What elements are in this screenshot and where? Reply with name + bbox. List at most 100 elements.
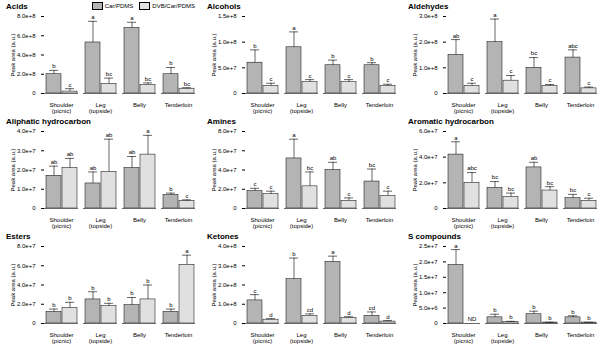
svg-text:4.0e+7: 4.0e+7	[17, 282, 36, 288]
svg-text:b: b	[331, 53, 335, 59]
svg-text:b: b	[509, 314, 513, 320]
svg-text:2.0e+8: 2.0e+8	[419, 39, 438, 45]
svg-text:6.0e+7: 6.0e+7	[17, 263, 36, 269]
svg-text:a: a	[292, 25, 296, 31]
svg-text:cd: cd	[307, 307, 313, 313]
svg-text:Peak area (a.u.): Peak area (a.u.)	[211, 33, 217, 76]
svg-text:4.0e+8: 4.0e+8	[218, 243, 237, 249]
svg-text:bc: bc	[145, 76, 151, 82]
svg-text:bc: bc	[531, 50, 537, 56]
svg-text:abc: abc	[568, 43, 578, 49]
svg-text:1.5e+8: 1.5e+8	[218, 13, 237, 19]
svg-text:2.0e+7: 2.0e+7	[419, 180, 438, 186]
svg-text:ab: ab	[453, 33, 460, 39]
svg-text:Tenderloin: Tenderloin	[366, 332, 394, 338]
svg-text:Tenderloin: Tenderloin	[567, 102, 595, 108]
svg-text:b: b	[68, 295, 72, 301]
svg-text:b: b	[493, 307, 497, 313]
svg-text:c: c	[254, 288, 257, 294]
svg-text:a: a	[185, 248, 189, 254]
svg-text:b: b	[370, 56, 374, 62]
svg-text:d: d	[386, 314, 389, 320]
svg-text:c: c	[348, 73, 351, 79]
svg-text:ab: ab	[67, 151, 74, 157]
svg-text:b: b	[169, 186, 173, 192]
svg-text:Belly: Belly	[133, 102, 146, 108]
svg-text:6.0e+8: 6.0e+8	[17, 33, 36, 39]
svg-text:ab: ab	[90, 165, 97, 171]
svg-text:1.0e+8: 1.0e+8	[218, 39, 237, 45]
svg-text:a: a	[91, 14, 95, 20]
svg-text:4.0e+7: 4.0e+7	[419, 154, 438, 160]
svg-text:b: b	[292, 251, 296, 257]
svg-text:c: c	[270, 76, 273, 82]
svg-text:8.0e+8: 8.0e+8	[17, 13, 36, 19]
svg-text:Peak area (a.u.): Peak area (a.u.)	[211, 263, 217, 306]
svg-text:Peak area (a.u.): Peak area (a.u.)	[10, 33, 16, 76]
svg-text:b: b	[253, 43, 257, 49]
svg-text:Belly: Belly	[535, 102, 548, 108]
svg-text:Leg(topside): Leg(topside)	[290, 217, 313, 229]
svg-text:Tenderloin: Tenderloin	[165, 102, 193, 108]
svg-text:Shoulder(picnic): Shoulder(picnic)	[49, 217, 73, 229]
svg-text:ab: ab	[129, 149, 136, 155]
svg-text:Belly: Belly	[334, 102, 347, 108]
svg-text:4.0e+7: 4.0e+7	[17, 128, 36, 134]
svg-text:2.0e+8: 2.0e+8	[17, 71, 36, 77]
svg-text:5.0e+6: 5.0e+6	[419, 305, 438, 311]
svg-text:Shoulder(picnic): Shoulder(picnic)	[250, 332, 274, 344]
svg-text:ab: ab	[51, 159, 58, 165]
svg-text:5.0e+7: 5.0e+7	[218, 65, 237, 71]
svg-text:0: 0	[233, 320, 237, 326]
svg-text:0: 0	[233, 205, 237, 211]
svg-text:Shoulder(picnic): Shoulder(picnic)	[49, 332, 73, 344]
svg-text:Peak area (a.u.): Peak area (a.u.)	[10, 148, 16, 191]
svg-text:3.0e+7: 3.0e+7	[17, 148, 36, 154]
svg-text:b: b	[587, 315, 591, 321]
svg-text:c: c	[588, 191, 591, 197]
svg-text:3.0e+8: 3.0e+8	[419, 13, 438, 19]
svg-text:Tenderloin: Tenderloin	[165, 217, 193, 223]
svg-text:0: 0	[32, 90, 36, 96]
svg-text:4.0e+8: 4.0e+8	[17, 52, 36, 58]
svg-text:b: b	[169, 302, 173, 308]
svg-text:Belly: Belly	[334, 217, 347, 223]
svg-text:bc: bc	[508, 186, 514, 192]
svg-text:2.0e+8: 2.0e+8	[218, 282, 237, 288]
svg-text:Peak area (a.u.): Peak area (a.u.)	[211, 148, 217, 191]
svg-text:ab: ab	[106, 132, 113, 138]
svg-text:c: c	[309, 73, 312, 79]
svg-text:c: c	[348, 191, 351, 197]
svg-text:a: a	[292, 132, 296, 138]
svg-text:1.0e+7: 1.0e+7	[419, 290, 438, 296]
svg-text:0: 0	[434, 320, 438, 326]
svg-text:Leg(topside): Leg(topside)	[89, 332, 112, 344]
svg-text:1.0e+7: 1.0e+7	[17, 186, 36, 192]
svg-text:abc: abc	[467, 165, 477, 171]
svg-text:c: c	[254, 181, 257, 187]
svg-text:Leg(topside): Leg(topside)	[89, 102, 112, 114]
svg-text:8.0e+7: 8.0e+7	[17, 243, 36, 249]
svg-text:Peak area (a.u.): Peak area (a.u.)	[412, 263, 418, 306]
svg-text:Leg(topside): Leg(topside)	[290, 332, 313, 344]
svg-text:c: c	[588, 80, 591, 86]
svg-text:b: b	[107, 296, 111, 302]
svg-text:0: 0	[233, 90, 237, 96]
svg-text:c: c	[387, 184, 390, 190]
svg-text:1.0e+8: 1.0e+8	[218, 301, 237, 307]
svg-text:Belly: Belly	[133, 217, 146, 223]
svg-text:bc: bc	[492, 174, 498, 180]
svg-text:d: d	[347, 310, 350, 316]
svg-text:bc: bc	[570, 187, 576, 193]
svg-text:Shoulder(picnic): Shoulder(picnic)	[451, 102, 475, 114]
svg-text:Leg(topside): Leg(topside)	[491, 332, 514, 344]
svg-text:bc: bc	[307, 165, 313, 171]
svg-text:a: a	[130, 15, 134, 21]
svg-text:Leg(topside): Leg(topside)	[491, 102, 514, 114]
svg-text:bc: bc	[106, 71, 112, 77]
svg-text:Tenderloin: Tenderloin	[366, 102, 394, 108]
svg-text:6.0e+7: 6.0e+7	[218, 148, 237, 154]
svg-text:Shoulder(picnic): Shoulder(picnic)	[49, 102, 73, 114]
svg-text:Peak area (a.u.): Peak area (a.u.)	[412, 33, 418, 76]
svg-text:Leg(topside): Leg(topside)	[290, 102, 313, 114]
